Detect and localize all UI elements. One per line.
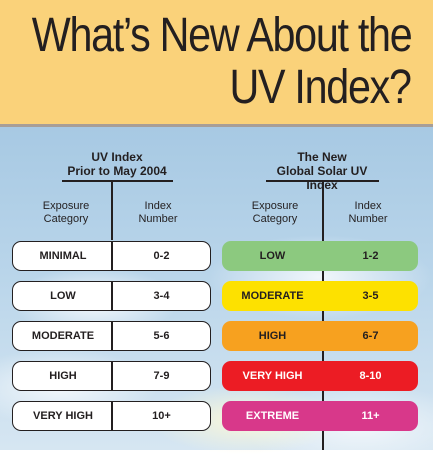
new-row-index: 1-2 [362,250,379,262]
old-table-title-rule [62,180,173,182]
old-row-index: 10+ [152,410,171,422]
new-row-category: HIGH [258,330,287,342]
new-row-category: MODERATE [241,290,304,302]
title-banner: What’s New About the UV Index? [0,0,433,124]
new-table-title-line-1: The New [297,150,347,164]
new-col-header-category-line-2: Category [252,213,298,225]
old-table-title-line-2: Prior to May 2004 [67,164,167,178]
old-col-header-category: Exposure Category [26,200,106,226]
new-col-header-number: Index Number [328,200,408,226]
new-table-row-extreme: EXTREME 11+ [222,401,418,431]
new-row-index: 8-10 [359,370,382,382]
page-title-line-1: What’s New About the [31,9,412,62]
new-table-row-low: LOW 1-2 [222,241,418,271]
new-column-divider [322,180,324,450]
old-row-index: 0-2 [153,250,170,262]
old-row-separator [111,321,113,351]
old-row-index: 7-9 [153,370,170,382]
new-row-category: EXTREME [245,410,300,422]
page-title-line-2: UV Index? [229,61,412,114]
new-row-index: 6-7 [362,330,379,342]
old-row-category: MINIMAL [39,250,87,262]
old-row-separator [111,241,113,271]
old-col-header-category-line-1: Exposure [42,200,90,212]
old-row-separator [111,361,113,391]
old-row-index: 3-4 [153,290,170,302]
new-col-header-number-line-2: Number [348,213,388,225]
header-divider [0,124,433,127]
new-row-index: 3-5 [362,290,379,302]
old-col-header-number-line-2: Number [138,213,178,225]
new-table-row-moderate: MODERATE 3-5 [222,281,418,311]
new-table-row-very-high: VERY HIGH 8-10 [222,361,418,391]
old-row-category: LOW [50,290,76,302]
new-table-row-high: HIGH 6-7 [222,321,418,351]
old-row-separator [111,401,113,431]
new-col-header-category-line-1: Exposure [251,200,299,212]
new-col-header-category: Exposure Category [235,200,315,226]
new-table-title: The New Global Solar UV Index [262,150,382,192]
new-row-index: 11+ [361,410,380,422]
new-row-category: LOW [259,250,286,262]
old-column-divider [111,180,113,240]
new-row-category: VERY HIGH [242,370,303,382]
new-col-header-number-line-1: Index [354,200,382,212]
old-row-category: VERY HIGH [33,410,93,422]
old-row-category: HIGH [49,370,77,382]
old-table-title-line-1: UV Index [91,150,143,164]
old-col-header-number: Index Number [118,200,198,226]
old-col-header-category-line-2: Category [43,213,89,225]
old-row-index: 5-6 [153,330,170,342]
old-row-separator [111,281,113,311]
old-col-header-number-line-1: Index [144,200,172,212]
old-row-category: MODERATE [31,330,95,342]
old-table-title: UV Index Prior to May 2004 [62,150,172,178]
